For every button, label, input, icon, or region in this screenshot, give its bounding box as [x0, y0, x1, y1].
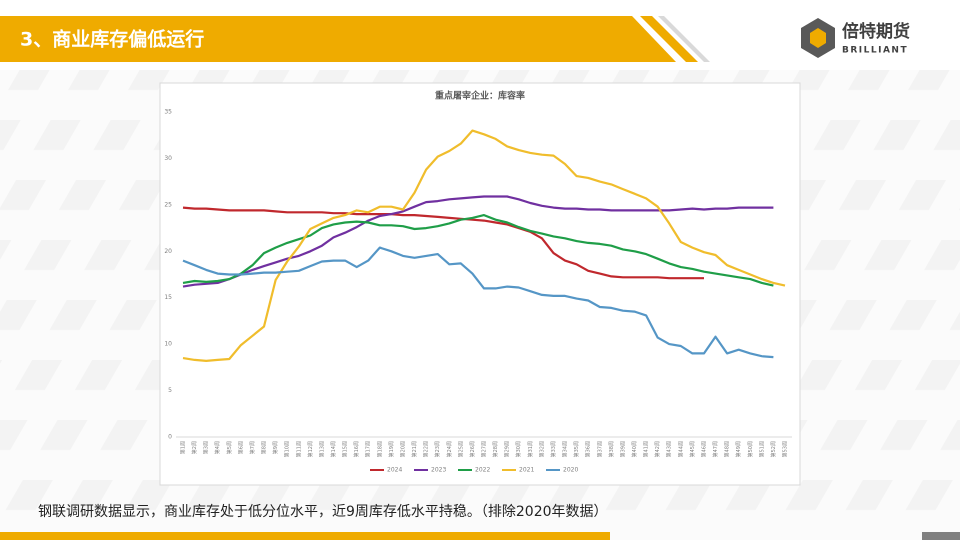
- y-tick-label: 25: [164, 201, 172, 208]
- x-tick-label: 第43周: [666, 441, 673, 457]
- x-tick-label: 第27周: [481, 441, 488, 457]
- header-stripe: [640, 16, 698, 62]
- legend-label: 2021: [519, 467, 534, 474]
- x-tick-label: 第45周: [689, 441, 696, 457]
- y-tick-label: 35: [164, 109, 172, 116]
- x-tick-label: 第37周: [596, 441, 603, 457]
- x-tick-label: 第20周: [399, 441, 406, 457]
- x-tick-label: 第2周: [191, 441, 198, 454]
- x-tick-label: 第41周: [643, 441, 650, 457]
- x-tick-label: 第8周: [261, 441, 268, 454]
- x-tick-label: 第44周: [677, 441, 684, 457]
- header-title: 3、商业库存偏低运行: [20, 28, 204, 51]
- plot: 0 5 10 15 20 25 30 35 第1周 第2周 第3周 第4周 第5周 第6周 第7周 第8周 第9…: [164, 109, 792, 474]
- x-tick-label: 第19周: [388, 441, 395, 457]
- y-tick-label: 5: [168, 387, 172, 394]
- y-tick-label: 30: [164, 155, 172, 162]
- x-tick-label: 第22周: [423, 441, 430, 457]
- x-tick-label: 第36周: [585, 441, 592, 457]
- series-line: [182, 129, 786, 362]
- x-tick-label: 第47周: [712, 441, 719, 457]
- x-tick-label: 第9周: [272, 441, 279, 454]
- x-tick-label: 第51周: [758, 441, 765, 457]
- x-tick-label: 第7周: [249, 441, 256, 454]
- series-line: [182, 214, 774, 287]
- y-tick-label: 20: [164, 248, 172, 255]
- x-tick-label: 第16周: [353, 441, 360, 457]
- y-tick-label: 0: [168, 434, 172, 441]
- legend-label: 2022: [475, 467, 490, 474]
- caption: 钢联调研数据显示，商业库存处于低分位水平，近9周库存低水平持稳。（排除2020年…: [38, 504, 608, 520]
- x-tick-label: 第35周: [573, 441, 580, 457]
- x-tick-label: 第49周: [735, 441, 742, 457]
- x-tick-label: 第12周: [307, 441, 314, 457]
- logo-name: 倍特期货: [842, 21, 910, 42]
- x-tick-label: 第53周: [782, 441, 789, 457]
- x-tick-label: 第50周: [747, 441, 754, 457]
- legend-label: 2024: [387, 467, 402, 474]
- x-tick-label: 第26周: [469, 441, 476, 457]
- x-tick-label: 第42周: [654, 441, 661, 457]
- x-tick-label: 第3周: [203, 441, 210, 454]
- logo-en: BRILLIANT: [842, 46, 908, 56]
- x-tick-label: 第31周: [527, 441, 534, 457]
- x-tick-label: 第48周: [724, 441, 731, 457]
- x-tick-label: 第10周: [284, 441, 291, 457]
- x-tick-label: 第1周: [180, 441, 187, 454]
- x-tick-label: 第21周: [411, 441, 418, 457]
- x-tick-label: 第6周: [237, 441, 244, 454]
- x-tick-label: 第39周: [619, 441, 626, 457]
- x-tick-label: 第32周: [538, 441, 545, 457]
- footer-box: [922, 532, 960, 540]
- y-tick-label: 15: [164, 294, 172, 301]
- x-tick-label: 第30周: [515, 441, 522, 457]
- x-tick-label: 第33周: [550, 441, 557, 457]
- x-tick-label: 第15周: [342, 441, 349, 457]
- x-tick-label: 第34周: [562, 441, 569, 457]
- y-tick-label: 10: [164, 341, 172, 348]
- x-tick-label: 第46周: [700, 441, 707, 457]
- x-tick-label: 第40周: [631, 441, 638, 457]
- x-tick-label: 第5周: [226, 441, 233, 454]
- x-tick-label: 第17周: [365, 441, 372, 457]
- x-tick-label: 第28周: [492, 441, 499, 457]
- series-line: [182, 195, 774, 288]
- x-tick-label: 第4周: [214, 441, 221, 454]
- legend-label: 2023: [431, 467, 446, 474]
- x-tick-label: 第14周: [330, 441, 337, 457]
- x-tick-label: 第25周: [457, 441, 464, 457]
- series-line: [182, 246, 774, 359]
- header-stripe: [658, 16, 710, 62]
- x-tick-label: 第13周: [318, 441, 325, 457]
- x-tick-label: 第23周: [434, 441, 441, 457]
- x-tick-label: 第24周: [446, 441, 453, 457]
- logo-icon-core: [810, 28, 826, 48]
- x-tick-label: 第11周: [295, 441, 302, 457]
- header-bar: [0, 16, 676, 62]
- x-tick-label: 第29周: [504, 441, 511, 457]
- x-tick-label: 第18周: [376, 441, 383, 457]
- legend-label: 2020: [563, 467, 578, 474]
- footer-bar: [0, 532, 610, 540]
- series-line: [182, 206, 704, 280]
- chart-title: 重点屠宰企业：库容率: [435, 90, 525, 102]
- logo: 倍特期货 BRILLIANT: [801, 18, 910, 58]
- x-tick-label: 第38周: [608, 441, 615, 457]
- x-tick-label: 第52周: [770, 441, 777, 457]
